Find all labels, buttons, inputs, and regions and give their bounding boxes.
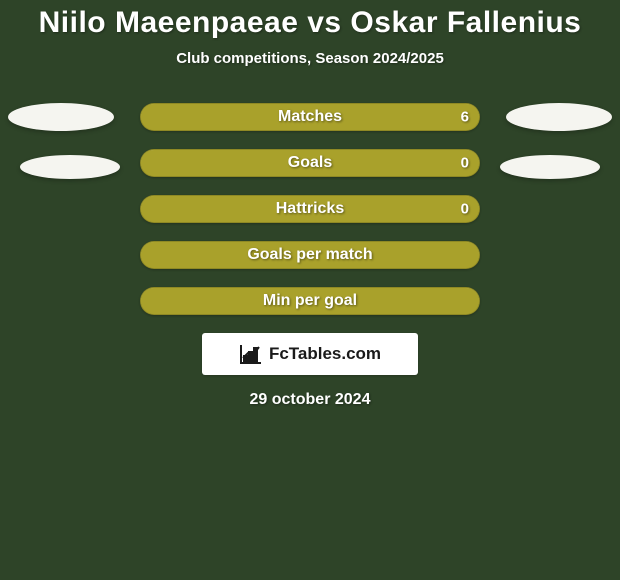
snapshot-date: 29 october 2024 <box>0 391 620 409</box>
stat-row: Min per goal <box>140 287 480 315</box>
stat-row: Goals0 <box>140 149 480 177</box>
comparison-card: Niilo Maeenpaeae vs Oskar Fallenius Club… <box>0 0 620 580</box>
stat-fill-right <box>310 242 479 268</box>
stat-fill-left <box>141 196 310 222</box>
stat-value-right: 0 <box>461 155 469 172</box>
stat-fill-left <box>141 288 310 314</box>
stat-value-right: 6 <box>461 109 469 126</box>
stat-row: Hattricks0 <box>140 195 480 223</box>
player-right-badge-icon <box>500 155 600 179</box>
stat-value-right: 0 <box>461 201 469 218</box>
stat-row: Goals per match <box>140 241 480 269</box>
player-right-avatar-icon <box>506 103 612 131</box>
player-left-avatar-icon <box>8 103 114 131</box>
stat-bars: Matches6 Goals0 Hattricks0 Goals per match M… <box>140 103 480 315</box>
page-subtitle: Club competitions, Season 2024/2025 <box>0 50 620 67</box>
player-left-badge-icon <box>20 155 120 179</box>
stat-fill-left <box>141 242 310 268</box>
stat-fill-right <box>310 288 479 314</box>
stat-row: Matches6 <box>140 103 480 131</box>
stats-area: Matches6 Goals0 Hattricks0 Goals per match M… <box>0 103 620 315</box>
stat-fill-right <box>310 196 479 222</box>
stat-fill-right <box>141 104 479 130</box>
fctables-logo[interactable]: FcTables.com <box>202 333 418 375</box>
page-title: Niilo Maeenpaeae vs Oskar Fallenius <box>0 0 620 40</box>
logo-text: FcTables.com <box>269 344 381 364</box>
stat-fill-left <box>141 150 310 176</box>
stat-fill-right <box>310 150 479 176</box>
chart-icon <box>239 343 263 365</box>
